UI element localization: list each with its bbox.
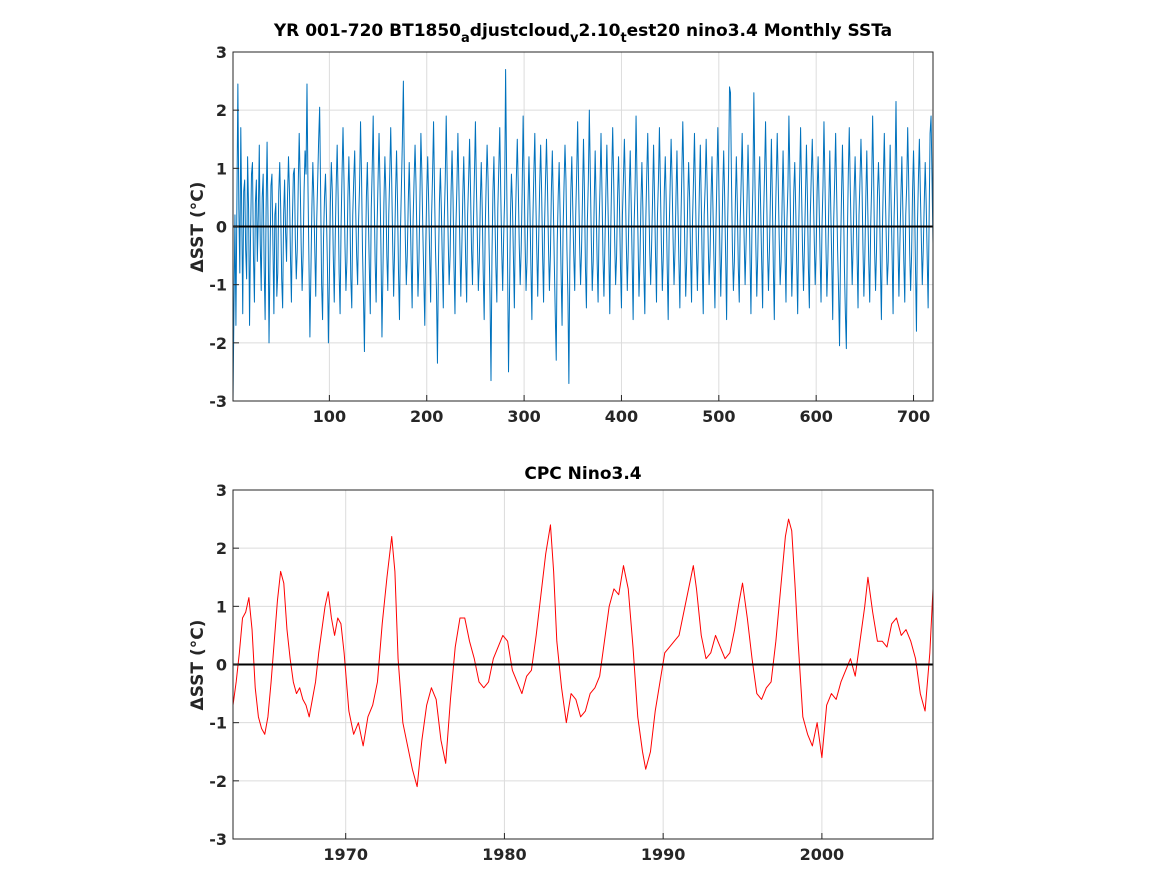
y-tick-label: 1: [216, 159, 227, 178]
y-tick-label: -3: [209, 392, 227, 411]
x-tick-label: 1980: [482, 845, 527, 864]
title-segment: est20 nino3.4 Monthly SSTa: [627, 21, 892, 41]
y-tick-label: 1: [216, 597, 227, 616]
top-y-axis-label: ΔSST (°C): [188, 182, 208, 273]
title-segment: 2.10: [578, 21, 620, 41]
y-tick-label: -1: [209, 276, 227, 295]
title-segment: djustcloud: [470, 21, 570, 41]
x-tick-label: 400: [605, 407, 638, 426]
bottom-chart-title: CPC Nino3.4: [524, 464, 641, 484]
x-tick-label: 600: [799, 407, 832, 426]
top-series-line: [232, 68, 934, 402]
bottom-y-tick-labels: -3 -2 -1 0 1 2 3: [209, 481, 239, 849]
y-tick-label: 0: [216, 656, 227, 675]
y-tick-label: 2: [216, 539, 227, 558]
top-y-tick-labels: -3 -2 -1 0 1 2 3: [209, 43, 239, 411]
title-subscript: v: [570, 31, 579, 46]
bottom-x-tick-labels: 1970 1980 1990 2000: [323, 833, 844, 864]
y-tick-label: -1: [209, 714, 227, 733]
top-x-tick-labels: 100 200 300 400 500 600 700: [313, 395, 930, 426]
title-subscript: t: [620, 31, 626, 46]
x-tick-label: 700: [897, 407, 930, 426]
top-series-group: [232, 68, 934, 402]
x-tick-label: 1990: [641, 845, 686, 864]
bottom-y-axis-label: ΔSST (°C): [188, 620, 208, 711]
x-tick-label: 2000: [800, 845, 845, 864]
x-tick-label: 500: [702, 407, 735, 426]
y-tick-label: -2: [209, 772, 227, 791]
x-tick-label: 1970: [323, 845, 368, 864]
y-tick-label: -2: [209, 334, 227, 353]
x-tick-label: 200: [410, 407, 443, 426]
title-subscript: a: [461, 31, 470, 46]
y-tick-label: 3: [216, 43, 227, 62]
y-tick-label: 2: [216, 101, 227, 120]
top-chart-title: YR 001-720 BT1850adjustcloudv2.10test20 …: [273, 21, 892, 46]
x-tick-label: 100: [313, 407, 346, 426]
y-tick-label: -3: [209, 830, 227, 849]
x-tick-label: 300: [507, 407, 540, 426]
y-tick-label: 0: [216, 218, 227, 237]
top-panel: 100 200 300 400 500 600 700 -3 -2 -1 0 1 2 3 YR 001-…: [188, 21, 934, 426]
title-segment: YR 001-720 BT1850: [273, 21, 461, 41]
y-tick-label: 3: [216, 481, 227, 500]
